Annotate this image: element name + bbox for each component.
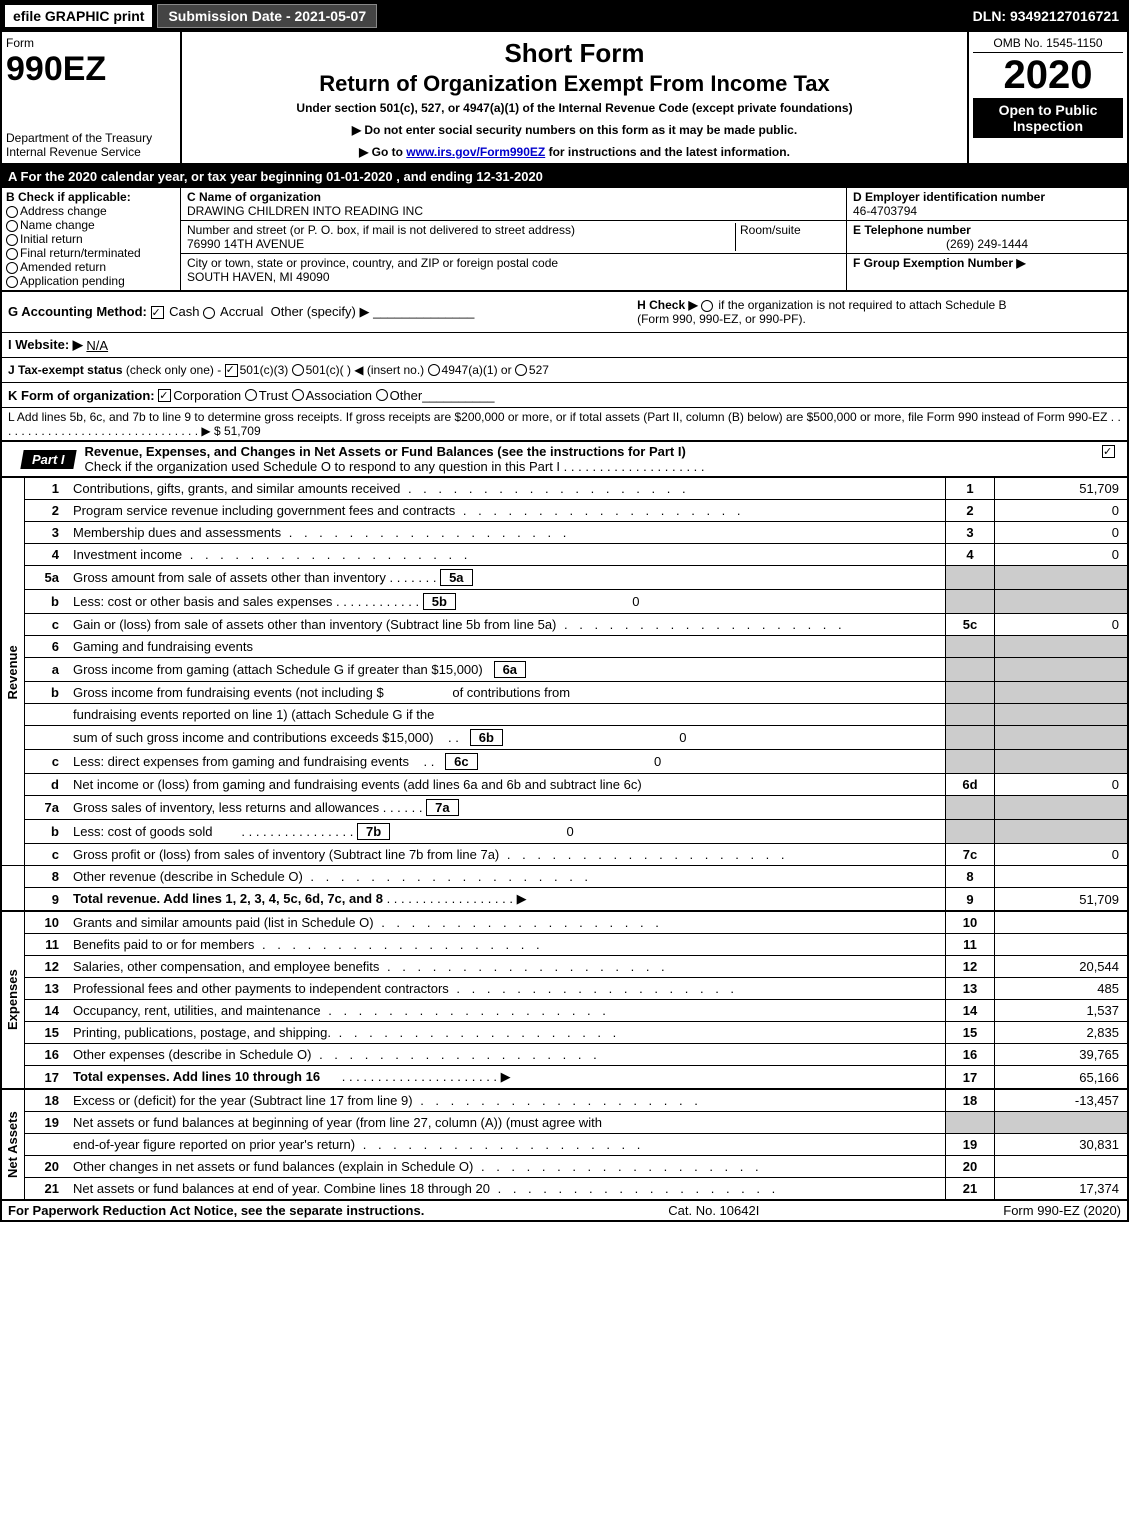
group-exemption: F Group Exemption Number ▶ [853,256,1121,270]
page-footer: For Paperwork Reduction Act Notice, see … [0,1201,1129,1222]
form-ref: Form 990-EZ (2020) [1003,1203,1121,1218]
schedule-b-radio[interactable] [701,300,713,312]
org-address: 76990 14TH AVENUE [187,237,735,251]
line-k: K Form of organization: Corporation Trus… [0,383,1129,408]
irs-label: Internal Revenue Service [6,145,176,159]
period-bar: A For the 2020 calendar year, or tax yea… [0,165,1129,188]
line-i: I Website: ▶ N/A [0,333,1129,358]
goto-notice: ▶ Go to www.irs.gov/Form990EZ for instru… [186,145,963,159]
gross-receipts: ▶ $ 51,709 [201,424,260,438]
ssn-notice: ▶ Do not enter social security numbers o… [186,123,963,137]
line-j: J Tax-exempt status (check only one) - 5… [0,358,1129,383]
efile-print-button[interactable]: efile GRAPHIC print [4,4,153,28]
form-word: Form [6,36,176,50]
phone: (269) 249-1444 [853,237,1121,251]
catalog-number: Cat. No. 10642I [668,1203,759,1218]
cash-checkbox[interactable] [151,306,164,319]
org-city: SOUTH HAVEN, MI 49090 [187,270,840,284]
net-assets-label: Net Assets [1,1089,25,1200]
part-i-table: Revenue 1Contributions, gifts, grants, a… [0,478,1129,1201]
website-value: N/A [86,338,108,353]
irs-link[interactable]: www.irs.gov/Form990EZ [406,145,545,159]
expenses-label: Expenses [1,911,25,1089]
section-b: B Check if applicable: Address change Na… [2,188,181,290]
entity-block: B Check if applicable: Address change Na… [0,188,1129,292]
form-header: Form 990EZ Department of the Treasury In… [0,32,1129,165]
line-l: L Add lines 5b, 6c, and 7b to line 9 to … [0,408,1129,442]
submission-date-button[interactable]: Submission Date - 2021-05-07 [157,4,377,28]
schedule-o-checkbox[interactable] [1102,445,1115,458]
corporation-checkbox[interactable] [158,389,171,402]
org-name: DRAWING CHILDREN INTO READING INC [187,204,840,218]
short-form-title: Short Form [186,38,963,69]
form-number: 990EZ [6,50,176,89]
line-g-h: G Accounting Method: Cash Accrual Other … [0,292,1129,333]
omb-number: OMB No. 1545-1150 [973,36,1123,53]
top-bar: efile GRAPHIC print Submission Date - 20… [0,0,1129,32]
total-revenue: 51,709 [995,888,1129,912]
line-1-value: 51,709 [995,478,1129,500]
section-d-e-f: D Employer identification number 46-4703… [846,188,1127,290]
total-expenses: 65,166 [995,1066,1129,1090]
tax-year: 2020 [973,53,1123,98]
net-assets-eoy: 17,374 [995,1178,1129,1201]
501c3-checkbox[interactable] [225,364,238,377]
part-i-header: Part I Revenue, Expenses, and Changes in… [0,442,1129,478]
revenue-label: Revenue [1,478,25,866]
ein: 46-4703794 [853,204,1121,218]
open-public-box: Open to Public Inspection [973,98,1123,138]
subtitle: Under section 501(c), 527, or 4947(a)(1)… [186,101,963,115]
dln-text: DLN: 93492127016721 [973,8,1127,24]
return-title: Return of Organization Exempt From Incom… [186,71,963,97]
section-c: C Name of organization DRAWING CHILDREN … [181,188,846,290]
dept-treasury: Department of the Treasury [6,131,176,145]
accrual-radio[interactable] [203,307,215,319]
